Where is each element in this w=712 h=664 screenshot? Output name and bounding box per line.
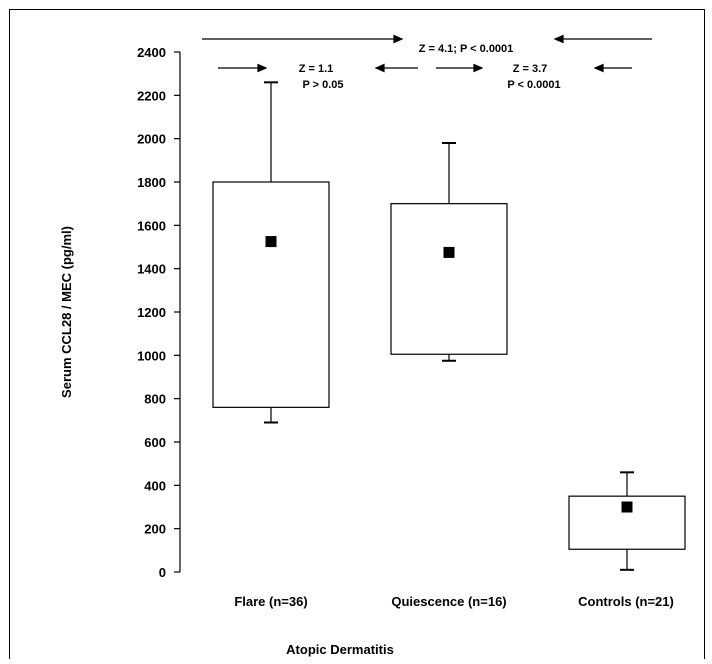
box-group	[212, 81, 330, 424]
y-tick-label: 1400	[137, 262, 166, 277]
y-tick-label: 400	[144, 478, 166, 493]
annotation-right-z: Z = 3.7	[513, 63, 548, 75]
annotation-left-p: P > 0.05	[302, 79, 343, 91]
mean-marker	[443, 246, 455, 258]
category-label-controls: Controls (n=21)	[578, 594, 674, 609]
category-label-flare: Flare (n=36)	[234, 594, 307, 609]
y-tick-label: 1800	[137, 175, 166, 190]
top-arrow-left-head	[393, 34, 404, 44]
left-arrow-a-head	[257, 63, 268, 73]
box-series	[212, 81, 686, 571]
box-group	[568, 471, 686, 571]
interquartile-box	[212, 181, 330, 408]
y-axis-ticks: 0 200 400 600 800 1000 1200 1400 1600 1800 2000 220…	[137, 45, 180, 580]
annotation-top: Z = 4.1; P < 0.0001	[419, 43, 514, 55]
y-tick-label: 2000	[137, 132, 166, 147]
y-tick-label: 800	[144, 392, 166, 407]
y-tick-label: 600	[144, 435, 166, 450]
right-arrow-a-head	[473, 63, 484, 73]
y-tick-label: 1600	[137, 218, 166, 233]
x-axis-label: Atopic Dermatitis	[286, 642, 394, 657]
y-tick-label: 2400	[137, 45, 166, 60]
box-group	[390, 142, 508, 362]
comparison-arrows	[202, 34, 652, 73]
right-arrow-b-head	[593, 63, 604, 73]
annotation-right-p: P < 0.0001	[507, 79, 560, 91]
chart-border	[9, 9, 705, 664]
y-tick-label: 1200	[137, 305, 166, 320]
y-axis-label: Serum CCL28 / MEC (pg/ml)	[59, 226, 74, 398]
mean-marker	[265, 236, 277, 248]
top-arrow-right-head	[553, 34, 564, 44]
interquartile-box	[390, 203, 508, 355]
y-tick-label: 200	[144, 522, 166, 537]
y-tick-label: 0	[159, 565, 166, 580]
y-tick-label: 2200	[137, 88, 166, 103]
mean-marker	[621, 501, 633, 513]
y-tick-label: 1000	[137, 348, 166, 363]
annotation-left-z: Z = 1.1	[299, 63, 334, 75]
left-arrow-b-head	[374, 63, 385, 73]
category-label-quiescence: Quiescence (n=16)	[391, 594, 506, 609]
